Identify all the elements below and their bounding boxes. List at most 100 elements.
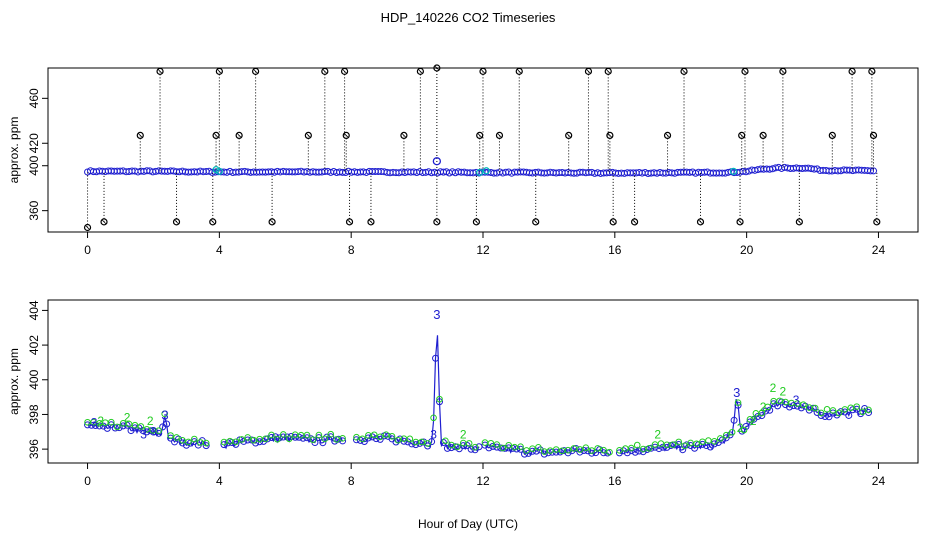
green-point xyxy=(746,416,754,423)
x-tick-label-1-0: 0 xyxy=(84,243,91,257)
outlier-cross-45 xyxy=(871,133,876,138)
green-point xyxy=(155,427,163,435)
outlier-point-41 xyxy=(795,218,803,226)
outlier-cross-17 xyxy=(401,133,407,138)
outlier-point-7 xyxy=(215,67,223,75)
series-point xyxy=(279,433,287,441)
series-point xyxy=(147,427,155,435)
green-point xyxy=(303,431,311,439)
outlier-cross-15 xyxy=(347,219,352,225)
green-point xyxy=(125,420,133,428)
spike-label-1: 3 xyxy=(433,307,440,322)
green-points-4 xyxy=(616,397,872,454)
outlier-point-27 xyxy=(565,131,573,139)
green-point xyxy=(315,431,323,439)
series-point xyxy=(710,440,718,448)
outlier-point-9 xyxy=(252,67,260,75)
series-point xyxy=(428,438,436,446)
x-tick-label-1-4: 16 xyxy=(608,243,622,257)
outlier-cross-11 xyxy=(306,133,311,138)
outlier-cross-14 xyxy=(343,133,349,138)
outlier-point-43 xyxy=(848,67,856,75)
outlier-cross-26 xyxy=(533,219,539,225)
green-point xyxy=(167,432,174,439)
series-point xyxy=(420,438,428,446)
green-point xyxy=(202,439,210,447)
series-point xyxy=(564,449,572,457)
cyan-point-4 xyxy=(729,167,738,175)
x-axis-label: Hour of Day (UTC) xyxy=(418,517,518,531)
series-point xyxy=(809,404,817,412)
series-point xyxy=(220,441,228,449)
outlier-cross-44 xyxy=(869,69,875,74)
outlier-cross-5 xyxy=(210,219,216,225)
green-point xyxy=(487,439,495,447)
series-point xyxy=(805,406,813,414)
outlier-point-31 xyxy=(609,218,617,226)
green-point xyxy=(465,440,473,447)
outlier-cross-10 xyxy=(269,219,275,225)
green-point xyxy=(675,438,683,446)
outlier-cross-3 xyxy=(157,69,163,74)
outlier-point-37 xyxy=(738,131,746,139)
outlier-cross-43 xyxy=(849,69,855,74)
series-point xyxy=(627,447,635,455)
green-point xyxy=(681,442,688,450)
green-point xyxy=(173,434,180,441)
cyan-point-3 xyxy=(482,167,490,175)
outlier-point-2 xyxy=(136,131,144,139)
outlier-point-46 xyxy=(873,218,881,226)
series-point xyxy=(335,435,343,443)
green-point xyxy=(448,441,455,449)
outlier-cross-22 xyxy=(477,133,482,138)
outlier-point-38 xyxy=(741,67,749,75)
outlier-point-30 xyxy=(606,131,614,139)
green-point xyxy=(817,409,825,417)
green-point xyxy=(794,400,801,407)
series-point xyxy=(718,436,726,444)
series-point xyxy=(825,413,833,421)
outlier-point-12 xyxy=(321,67,329,75)
series-point xyxy=(163,420,171,428)
green-point xyxy=(262,435,269,443)
green-point xyxy=(285,435,293,443)
marker-two-6: 2 xyxy=(750,414,757,428)
outlier-cross-2 xyxy=(137,133,143,138)
outlier-point-36 xyxy=(736,218,744,226)
marker-three-4: 3 xyxy=(793,393,800,407)
outlier-point-14 xyxy=(342,131,350,139)
outlier-point-1 xyxy=(100,218,108,226)
green-point xyxy=(424,440,431,447)
x-tick-label-2-2: 8 xyxy=(348,474,355,488)
outlier-point-26 xyxy=(532,218,540,226)
outlier-cross-36 xyxy=(737,219,743,225)
green-point xyxy=(161,410,168,418)
outlier-cross-13 xyxy=(342,69,347,74)
green-point xyxy=(546,447,554,454)
series-point xyxy=(742,422,750,430)
marker-three-1: 3 xyxy=(140,428,147,442)
series-point xyxy=(663,443,671,451)
green-point xyxy=(564,446,572,454)
series-point xyxy=(833,411,841,419)
x-tick-label-1-2: 8 xyxy=(348,243,355,257)
series-point xyxy=(319,439,327,447)
green-point xyxy=(776,397,783,405)
x-tick-label-1-5: 20 xyxy=(740,243,754,257)
green-point xyxy=(716,435,724,442)
cyan-point-2 xyxy=(476,168,484,177)
series-point xyxy=(436,398,443,406)
green-point xyxy=(606,448,613,456)
outlier-point-25 xyxy=(515,67,523,75)
green-point xyxy=(740,426,748,434)
outlier-cross-23 xyxy=(480,69,486,74)
outlier-cross-6 xyxy=(213,133,219,138)
series-point xyxy=(139,426,147,434)
marker-three-0: 3 xyxy=(91,416,98,430)
marker-two-7: 2 xyxy=(760,400,767,414)
series-point xyxy=(785,403,793,411)
green-point xyxy=(370,431,378,439)
x-tick-label-2-0: 0 xyxy=(84,474,91,488)
green-point xyxy=(633,441,641,449)
outlier-point-20 xyxy=(433,64,441,72)
